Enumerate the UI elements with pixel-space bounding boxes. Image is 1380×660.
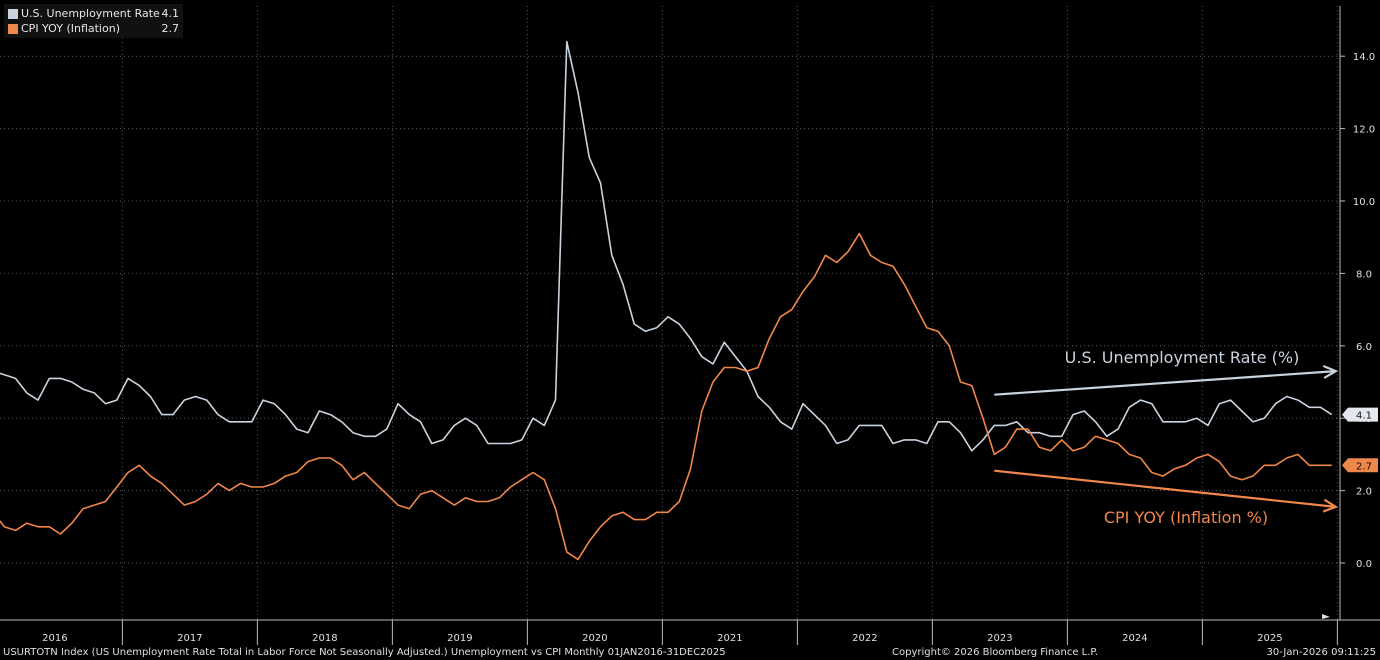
x-tick-label: 2025 bbox=[1257, 633, 1282, 644]
last-value-label: 4.1 bbox=[1356, 411, 1372, 422]
x-tick-label: 2021 bbox=[717, 633, 742, 644]
grid bbox=[0, 6, 1340, 620]
y-tick-label: 0.0 bbox=[1356, 559, 1372, 570]
legend-value: 4.1 bbox=[161, 7, 180, 20]
last-value-tag-bg bbox=[1342, 458, 1378, 473]
annotation-arrow-head bbox=[1322, 364, 1339, 379]
y-tick-label: 8.0 bbox=[1356, 269, 1372, 280]
y-tick-label: 14.0 bbox=[1353, 52, 1375, 63]
x-tick-label: 2023 bbox=[987, 633, 1012, 644]
x-tick-label: 2018 bbox=[312, 633, 337, 644]
last-value-tag: 2.7 bbox=[1342, 458, 1378, 473]
legend-item-cpi: CPI YOY (Inflation) 2.7 bbox=[8, 21, 179, 36]
legend-label: U.S. Unemployment Rate bbox=[21, 7, 160, 20]
footer-copyright: Copyright© 2026 Bloomberg Finance L.P. bbox=[892, 647, 1099, 658]
last-value-labels: 4.1 2.7 bbox=[1342, 407, 1378, 473]
y-tick-label: 2.0 bbox=[1356, 487, 1372, 498]
series-line-unemployment bbox=[0, 40, 1333, 452]
last-value-tag-bg bbox=[1342, 407, 1378, 422]
annotations: U.S. Unemployment Rate (%) CPI YOY (Infla… bbox=[994, 348, 1339, 527]
y-tick-label: 6.0 bbox=[1356, 342, 1372, 353]
x-tick-label: 2022 bbox=[852, 633, 877, 644]
legend-value: 2.7 bbox=[161, 22, 180, 35]
x-tick-label: 2016 bbox=[42, 633, 67, 644]
annotation-text: U.S. Unemployment Rate (%) bbox=[1065, 348, 1300, 367]
last-value-tag: 4.1 bbox=[1342, 407, 1378, 422]
x-tick-label: 2024 bbox=[1122, 633, 1147, 644]
x-axis-end-marker bbox=[1322, 614, 1330, 619]
footer-source: USURTOTN Index (US Unemployment Rate Tot… bbox=[3, 647, 726, 658]
footer-timestamp: 30-Jan-2026 09:11:25 bbox=[1266, 647, 1376, 658]
y-tick-label: 10.0 bbox=[1353, 197, 1375, 208]
series-lines bbox=[0, 40, 1333, 561]
y-tick-label: 12.0 bbox=[1353, 125, 1375, 136]
legend-swatch bbox=[8, 23, 18, 34]
annotation-arrow-line bbox=[994, 370, 1336, 396]
legend-swatch bbox=[8, 8, 18, 19]
x-tick-label: 2017 bbox=[177, 633, 202, 644]
annotation-arrow-line bbox=[994, 469, 1336, 508]
legend-item-unemployment: U.S. Unemployment Rate 4.1 bbox=[8, 6, 179, 21]
legend: U.S. Unemployment Rate 4.1 CPI YOY (Infl… bbox=[4, 4, 183, 38]
legend-label: CPI YOY (Inflation) bbox=[21, 22, 120, 35]
annotation-arrow-head bbox=[1322, 498, 1339, 513]
axes: 0.02.04.06.08.010.012.014.02016201720182… bbox=[0, 6, 1380, 645]
series-line-cpi bbox=[0, 232, 1332, 561]
annotation-text: CPI YOY (Inflation %) bbox=[1104, 508, 1268, 527]
x-tick-label: 2019 bbox=[447, 633, 472, 644]
x-tick-label: 2020 bbox=[582, 633, 607, 644]
last-value-label: 2.7 bbox=[1356, 461, 1372, 472]
